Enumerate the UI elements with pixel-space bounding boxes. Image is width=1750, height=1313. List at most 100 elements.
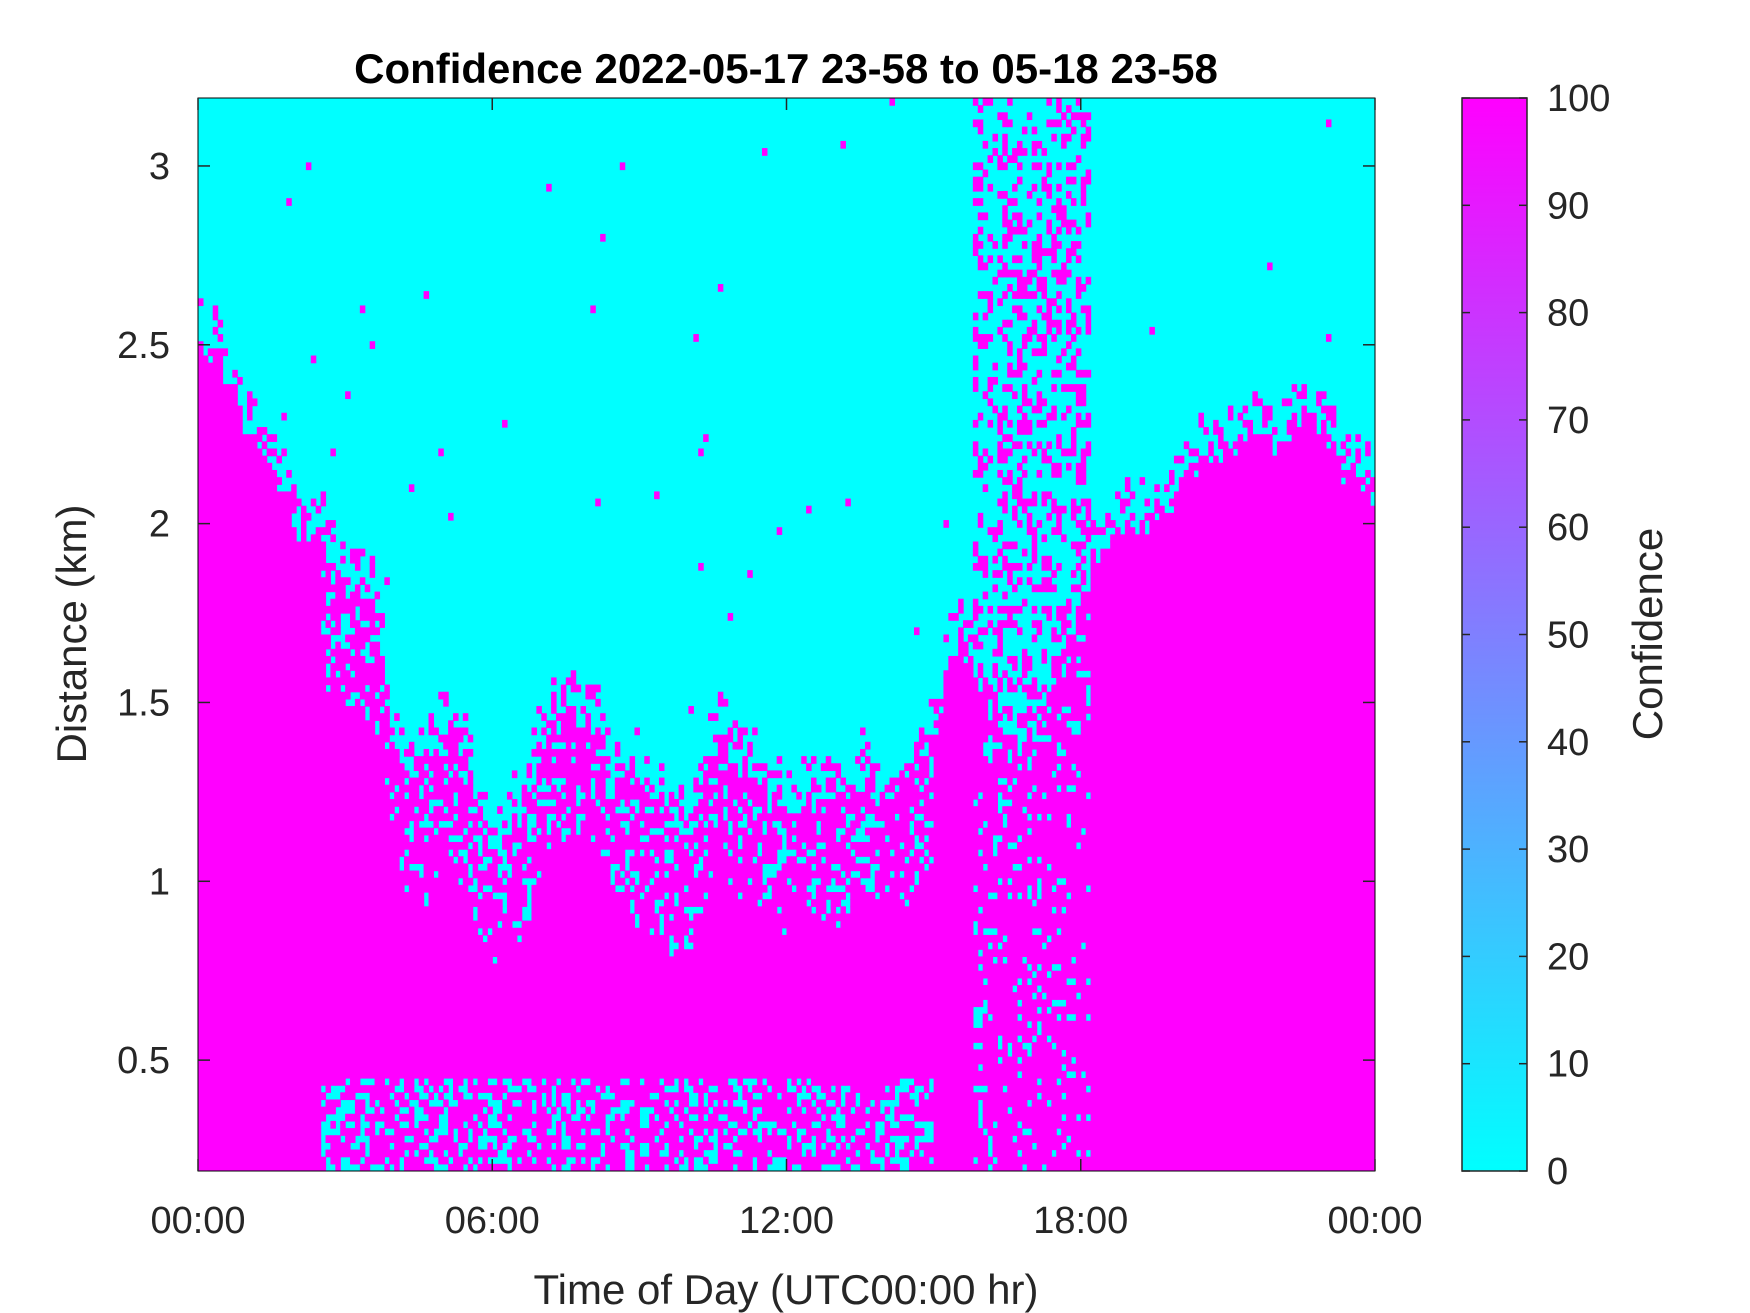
heatmap-cell <box>379 792 385 800</box>
heatmap-cell <box>340 542 346 550</box>
heatmap-cell <box>433 985 439 993</box>
heatmap-cell <box>257 806 263 814</box>
heatmap-cell <box>404 928 410 936</box>
heatmap-cell <box>370 813 376 821</box>
heatmap-cell <box>242 577 248 585</box>
heatmap-cell <box>453 713 459 721</box>
heatmap-cell <box>296 785 302 793</box>
heatmap-cell <box>330 663 336 671</box>
heatmap-cell <box>321 871 327 879</box>
heatmap-cell <box>335 806 341 814</box>
heatmap-cell <box>487 942 493 950</box>
heatmap-cell <box>208 1107 214 1115</box>
heatmap-cell <box>468 878 474 886</box>
heatmap-cell <box>360 778 366 786</box>
heatmap-cell <box>262 1092 268 1100</box>
heatmap-cell <box>458 885 464 893</box>
heatmap-cell <box>198 298 204 306</box>
heatmap-cell <box>355 806 361 814</box>
heatmap-cell <box>267 1150 273 1158</box>
heatmap-cell <box>247 656 253 664</box>
heatmap-cell <box>375 1107 381 1115</box>
heatmap-cell <box>419 1021 425 1029</box>
heatmap-cell <box>443 1099 449 1107</box>
heatmap-cell <box>242 921 248 929</box>
heatmap-cell <box>316 692 322 700</box>
heatmap-cell <box>257 892 263 900</box>
heatmap-cell <box>478 1042 484 1050</box>
heatmap-cell <box>232 592 238 600</box>
heatmap-cell <box>267 584 273 592</box>
heatmap-cell <box>252 563 258 571</box>
heatmap-cell <box>384 720 390 728</box>
heatmap-cell <box>227 692 233 700</box>
heatmap-cell <box>531 971 537 979</box>
heatmap-cell <box>311 971 317 979</box>
heatmap-cell <box>453 1107 459 1115</box>
heatmap-cell <box>276 913 282 921</box>
heatmap-cell <box>301 749 307 757</box>
heatmap-cell <box>345 828 351 836</box>
heatmap-cell <box>208 420 214 428</box>
heatmap-cell <box>453 727 459 735</box>
heatmap-cell <box>492 1064 498 1072</box>
heatmap-cell <box>478 792 484 800</box>
heatmap-cell <box>404 992 410 1000</box>
heatmap-cell <box>433 1064 439 1072</box>
heatmap-cell <box>335 642 341 650</box>
heatmap-cell <box>232 699 238 707</box>
heatmap-cell <box>218 978 224 986</box>
heatmap-cell <box>213 935 219 943</box>
heatmap-cell <box>237 592 243 600</box>
heatmap-cell <box>424 949 430 957</box>
heatmap-cell <box>242 685 248 693</box>
heatmap-cell <box>237 1085 243 1093</box>
heatmap-cell <box>335 613 341 621</box>
heatmap-cell <box>316 592 322 600</box>
heatmap-cell <box>272 1006 278 1014</box>
heatmap-cell <box>198 1164 204 1172</box>
heatmap-cell <box>262 1064 268 1072</box>
heatmap-cell <box>429 1142 435 1150</box>
heatmap-cell <box>286 1135 292 1143</box>
heatmap-cell <box>213 327 219 335</box>
heatmap-cell <box>384 885 390 893</box>
heatmap-cell <box>213 635 219 643</box>
heatmap-cell <box>301 992 307 1000</box>
heatmap-cell <box>311 534 317 542</box>
heatmap-cell <box>247 1107 253 1115</box>
heatmap-cell <box>482 971 488 979</box>
heatmap-cell <box>365 942 371 950</box>
heatmap-cell <box>291 878 297 886</box>
heatmap-cell <box>531 1142 537 1150</box>
heatmap-cell <box>203 1028 209 1036</box>
heatmap-cell <box>370 978 376 986</box>
heatmap-cell <box>257 985 263 993</box>
heatmap-cell <box>203 513 209 521</box>
heatmap-cell <box>232 663 238 671</box>
heatmap-cell <box>237 1064 243 1072</box>
heatmap-cell <box>208 549 214 557</box>
heatmap-cell <box>296 928 302 936</box>
heatmap-cell <box>232 706 238 714</box>
heatmap-cell <box>414 921 420 929</box>
heatmap-cell <box>389 1099 395 1107</box>
heatmap-cell <box>438 892 444 900</box>
heatmap-cell <box>237 956 243 964</box>
heatmap-cell <box>223 1042 229 1050</box>
heatmap-cell <box>227 727 233 735</box>
heatmap-cell <box>198 806 204 814</box>
heatmap-cell <box>468 1164 474 1172</box>
heatmap-cell <box>379 620 385 628</box>
heatmap-cell <box>463 835 469 843</box>
heatmap-cell <box>223 1085 229 1093</box>
heatmap-cell <box>517 913 523 921</box>
heatmap-cell <box>375 856 381 864</box>
heatmap-cell <box>379 921 385 929</box>
heatmap-cell <box>345 606 351 614</box>
heatmap-cell <box>316 885 322 893</box>
heatmap-cell <box>507 885 512 893</box>
heatmap-cell <box>276 642 282 650</box>
heatmap-cell <box>242 935 248 943</box>
heatmap-cell <box>296 921 302 929</box>
